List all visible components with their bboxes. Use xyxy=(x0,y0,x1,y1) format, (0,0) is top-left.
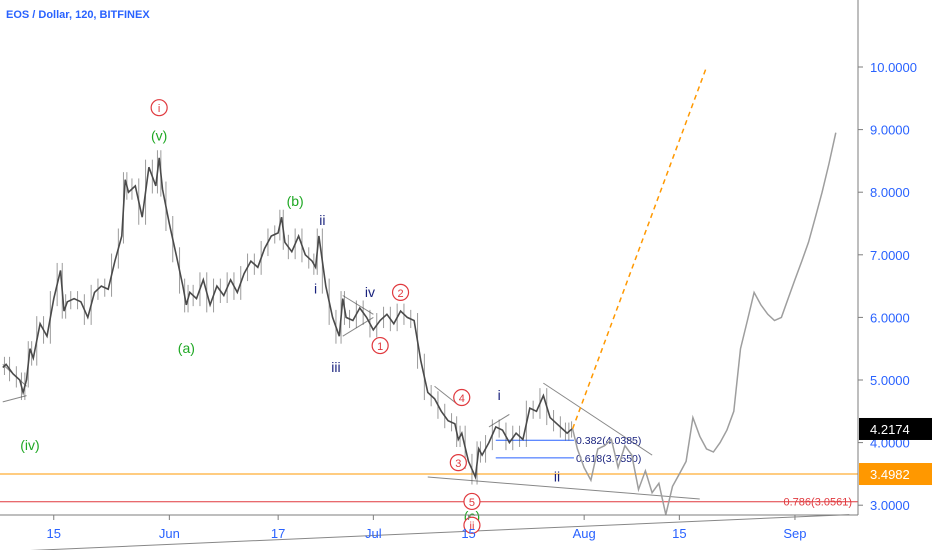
wave-label: 3 xyxy=(455,458,461,470)
wave-label-circle xyxy=(449,454,467,472)
fib-level-label: 0.786(3.0561) xyxy=(784,497,853,509)
last-price-badge xyxy=(859,417,932,440)
price-tick-label: 10.0000 xyxy=(870,60,917,75)
wave-label: i xyxy=(314,281,317,297)
wave-label: 4 xyxy=(459,393,465,405)
time-tick-label: Aug xyxy=(573,526,596,541)
time-tick-label: 15 xyxy=(47,526,61,541)
price-tick-label: 6.0000 xyxy=(870,310,910,325)
last-price-badge-label: 4.2174 xyxy=(870,422,910,437)
time-tick-label: 15 xyxy=(672,526,686,541)
time-tick-label: 15 xyxy=(461,526,475,541)
time-tick-label: Sep xyxy=(783,526,806,541)
trend-line xyxy=(0,514,850,553)
wave-label-circle xyxy=(463,516,481,534)
price-tick-label: 5.0000 xyxy=(870,373,910,388)
wave-label: iv xyxy=(365,284,375,300)
wave-label: (v) xyxy=(151,127,167,143)
wave-label: 5 xyxy=(469,497,475,509)
wave-label-circle xyxy=(463,492,481,511)
wave-label: (a) xyxy=(178,340,195,356)
wave-label: iii xyxy=(331,359,340,375)
wave-label: (b) xyxy=(287,193,304,209)
time-tick-label: 17 xyxy=(271,526,285,541)
price-tick-label: 9.0000 xyxy=(870,123,910,138)
wave-label-circle xyxy=(371,336,389,355)
trend-line xyxy=(2,395,27,403)
wave-label-circle xyxy=(391,283,410,301)
wave-label: 1 xyxy=(377,341,383,353)
time-tick-label: Jul xyxy=(365,526,382,541)
chart-title: EOS / Dollar, 120, BITFINEX xyxy=(6,9,150,21)
dashed-projection-line xyxy=(571,66,708,430)
price-tick-label: 7.0000 xyxy=(870,248,910,263)
trend-line xyxy=(342,295,374,315)
wave-label: i xyxy=(158,103,160,115)
wave-label: 2 xyxy=(397,288,403,300)
support-level-badge-label: 3.4982 xyxy=(870,467,910,482)
wave-label: i xyxy=(498,387,501,403)
time-tick-label: Jun xyxy=(159,526,180,541)
wave-label: ii xyxy=(554,469,560,485)
price-tick-label: 3.0000 xyxy=(870,498,910,513)
price-series-line xyxy=(2,157,574,480)
wave-label: ii xyxy=(470,521,475,533)
projection-path xyxy=(571,132,837,515)
wave-label-circle xyxy=(453,388,471,407)
wave-label: (iv) xyxy=(20,437,39,453)
trend-line xyxy=(427,476,700,500)
wave-label-circle xyxy=(150,99,168,117)
price-tick-label: 8.0000 xyxy=(870,185,910,200)
wave-label: ii xyxy=(319,212,325,228)
support-level-badge xyxy=(859,463,932,486)
trend-line xyxy=(543,382,653,456)
fib-retracement-label: 0.618(3.7550) xyxy=(576,453,641,465)
